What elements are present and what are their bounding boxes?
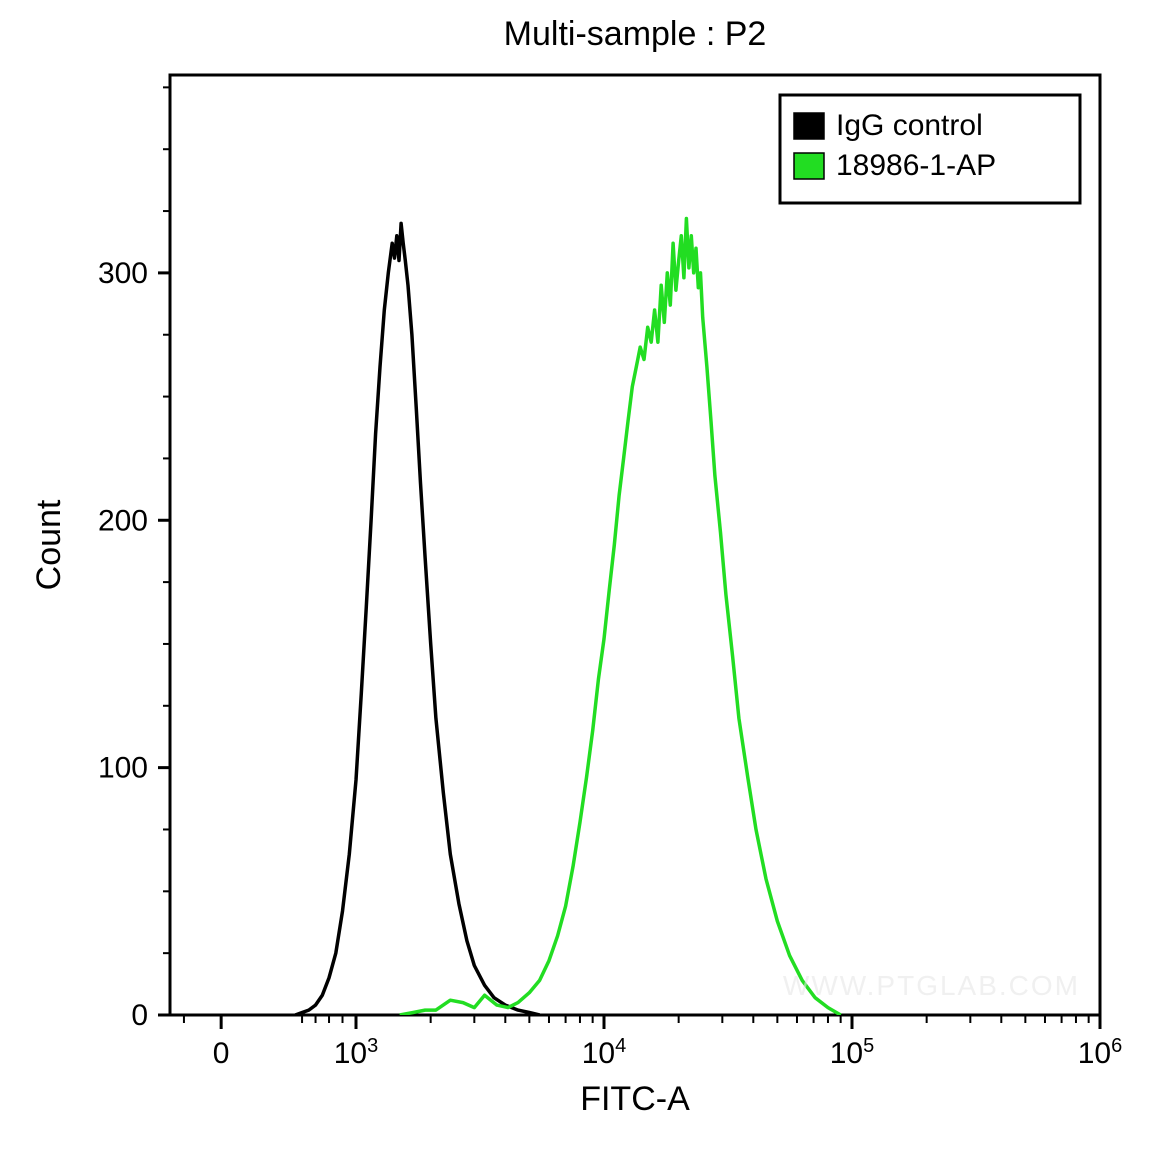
x-axis-label: FITC-A (580, 1080, 690, 1118)
watermark: WWW.PTGLAB.COM (783, 970, 1080, 1001)
legend-swatch (794, 153, 824, 179)
x-tick-label: 103 (334, 1035, 379, 1070)
histogram-chart: 0 100 200 300 0 103 104 105 106 Multi-sample : P2… (0, 0, 1150, 1159)
series-line (295, 223, 539, 1015)
chart-svg: 0 100 200 300 0 103 104 105 106 Multi-sample : P2… (0, 0, 1150, 1159)
legend-swatch (794, 113, 824, 139)
y-tick-label: 300 (98, 257, 148, 290)
plot-frame (170, 75, 1100, 1015)
legend-label: IgG control (836, 109, 983, 142)
series-line (400, 219, 841, 1016)
y-axis-label: Count (30, 499, 68, 590)
y-tick-label: 100 (98, 752, 148, 785)
x-tick-label: 106 (1078, 1035, 1123, 1070)
chart-title: Multi-sample : P2 (504, 15, 767, 53)
x-tick-label: 105 (830, 1035, 875, 1070)
x-tick-label: 104 (582, 1035, 627, 1070)
y-tick-label: 0 (131, 999, 148, 1032)
y-tick-label: 200 (98, 504, 148, 537)
x-tick-label: 0 (213, 1037, 230, 1070)
legend-label: 18986-1-AP (836, 149, 996, 182)
